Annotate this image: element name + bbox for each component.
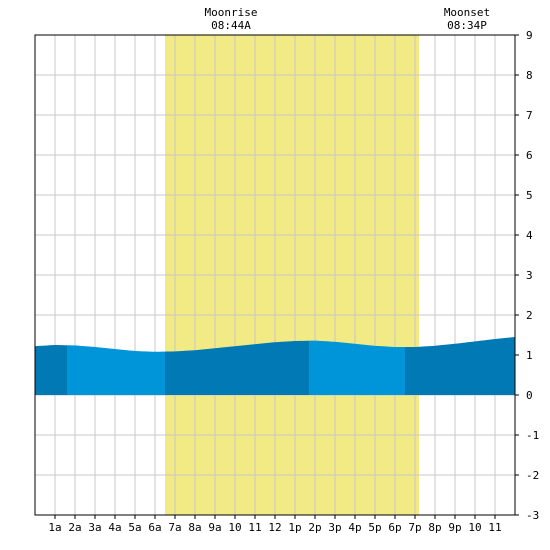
moonrise-time: 08:44A — [211, 19, 251, 32]
x-tick-label: 1p — [288, 521, 301, 534]
x-tick-label: 8p — [428, 521, 441, 534]
x-tick-label: 2a — [68, 521, 81, 534]
x-tick-label: 10 — [228, 521, 241, 534]
x-tick-label: 5p — [368, 521, 381, 534]
y-tick-label: 4 — [526, 229, 533, 242]
moonrise-label: Moonrise — [205, 6, 258, 19]
y-tick-label: 0 — [526, 389, 533, 402]
y-tick-label: 9 — [526, 29, 533, 42]
x-tick-label: 2p — [308, 521, 321, 534]
y-tick-label: -1 — [526, 429, 539, 442]
x-tick-label: 10 — [468, 521, 481, 534]
y-tick-label: 2 — [526, 309, 533, 322]
tide-band — [309, 340, 405, 395]
tide-band — [165, 340, 309, 395]
x-tick-label: 9p — [448, 521, 461, 534]
x-tick-label: 6p — [388, 521, 401, 534]
y-tick-label: 3 — [526, 269, 533, 282]
tide-band — [35, 345, 67, 395]
x-tick-label: 8a — [188, 521, 201, 534]
x-tick-label: 9a — [208, 521, 221, 534]
x-tick-label: 11 — [248, 521, 261, 534]
x-tick-label: 4a — [108, 521, 121, 534]
tide-band — [405, 337, 515, 395]
x-tick-label: 4p — [348, 521, 361, 534]
y-tick-label: -3 — [526, 509, 539, 522]
moonset-label: Moonset — [444, 6, 490, 19]
x-tick-label: 7a — [168, 521, 181, 534]
tide-band — [67, 345, 165, 395]
y-tick-label: 5 — [526, 189, 533, 202]
x-tick-label: 3p — [328, 521, 341, 534]
x-tick-label: 5a — [128, 521, 141, 534]
x-tick-label: 7p — [408, 521, 421, 534]
x-tick-label: 6a — [148, 521, 161, 534]
y-tick-label: 1 — [526, 349, 533, 362]
y-tick-label: 7 — [526, 109, 533, 122]
moonset-time: 08:34P — [447, 19, 487, 32]
y-tick-label: 8 — [526, 69, 533, 82]
x-tick-label: 3a — [88, 521, 101, 534]
x-tick-label: 1a — [48, 521, 61, 534]
x-tick-label: 12 — [268, 521, 281, 534]
x-tick-label: 11 — [488, 521, 501, 534]
y-tick-label: 6 — [526, 149, 533, 162]
y-tick-label: -2 — [526, 469, 539, 482]
